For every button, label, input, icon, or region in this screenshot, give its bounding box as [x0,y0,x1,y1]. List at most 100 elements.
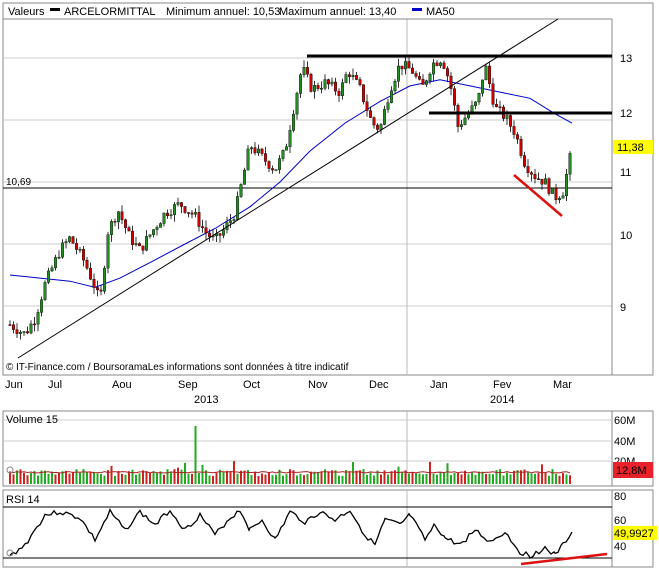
volume-bar [324,469,326,484]
candle-body [134,243,138,245]
candle-body [439,62,442,66]
candle-body [131,230,134,245]
volume-bar [61,471,64,484]
volume-bar [30,472,32,484]
candle-body [516,134,519,140]
volume-bar [170,471,172,484]
volume-bar [257,475,260,484]
candle-body [369,110,372,118]
y-tick-label: 13 [620,53,632,65]
candle-body [365,101,369,111]
volume-bar [16,470,18,484]
month-label: Mar [553,379,572,391]
volume-bar [93,471,95,484]
candle-body [358,79,362,85]
volume-bar [12,474,15,484]
candle-body [393,80,397,92]
y-tick-label: 80 [614,491,626,503]
volume-bar [243,470,246,484]
candle-body [197,212,201,227]
volume-bar [215,472,218,484]
volume-bar [114,475,116,484]
volume-bar [142,470,144,484]
year-label: 2013 [194,394,218,406]
rsi-last-value: 49,9927 [614,528,654,540]
rsi-panel-frame [2,489,654,568]
candle-body [267,161,271,169]
candle-body [477,93,481,103]
volume-bar [359,470,361,484]
volume-bar [464,470,466,484]
candle-body [320,88,323,90]
volume-bar [159,471,162,484]
candle-body [526,166,530,173]
volume-bar [264,474,267,484]
volume-bar [173,469,176,484]
candle-body [64,241,68,244]
volume-bar [23,472,25,484]
candle-body [78,249,82,251]
volume-bar [37,475,39,484]
candle-body [99,289,103,292]
volume-bar [443,472,445,484]
candle-body [239,184,243,197]
volume-bar [58,472,60,484]
price-panel-frame [2,2,654,376]
candle-body [61,242,64,258]
candle-body [397,65,400,82]
candle-body [400,65,404,70]
volume-bar [128,471,130,484]
month-label: Jul [48,379,62,391]
candle-body [558,198,561,200]
volume-bar [548,475,550,484]
candle-body [404,61,407,70]
candle-body [103,267,106,292]
volume-bar [282,475,284,484]
candle-body [484,65,488,81]
volume-bar [299,473,302,484]
y-tick-label: 12 [620,108,632,120]
volume-bar [376,470,379,484]
candle-body [456,105,460,127]
candlesticks [8,54,572,340]
candle-body [148,234,152,237]
candle-body [292,113,295,131]
candle-body [47,270,50,283]
candle-body [176,202,180,205]
volume-bar [383,470,386,484]
volume-bar [285,474,288,484]
volume-bar [100,473,102,484]
volume-bar [502,475,505,484]
candle-body [138,243,141,247]
volume-bar [436,474,438,484]
volume-bar [40,470,43,484]
volume-bar [271,475,274,484]
volume-bar [334,470,337,484]
values-label: Valeurs [8,6,45,18]
candle-body [432,62,435,75]
y-tick-label: 40M [614,436,635,448]
ma-legend-swatch [412,8,422,11]
candle-body [124,219,127,228]
candle-body [190,212,194,215]
ma-label: MA50 [426,6,455,18]
volume-bar [310,471,312,484]
candle-body [295,93,299,115]
volume-bar [432,473,435,484]
volume-bar [250,475,253,484]
volume-bar [292,470,295,484]
candle-body [89,267,92,280]
candle-body [54,257,57,269]
volume-bar [205,470,207,484]
volume-bar [366,474,368,484]
candle-body [85,259,89,269]
y-tick-label: 40 [614,541,626,553]
candle-body [50,267,54,272]
candle-body [117,211,120,223]
candle-body [183,206,187,213]
volume-bar [89,472,92,484]
candle-body [278,158,281,170]
candle-body [509,115,512,127]
volume-bar [163,474,165,484]
candle-body [8,324,12,326]
